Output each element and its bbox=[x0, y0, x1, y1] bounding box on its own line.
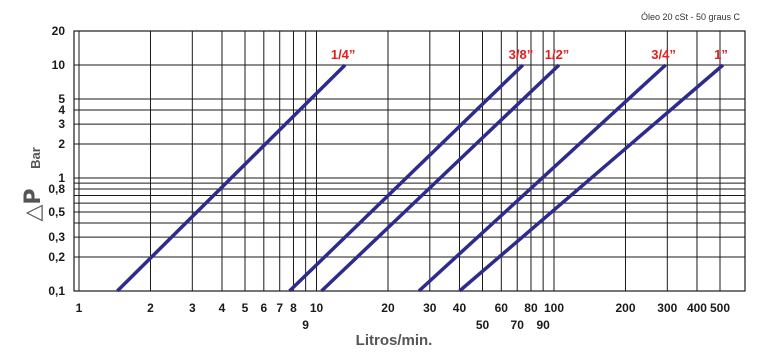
series-label-2: 1/2” bbox=[545, 47, 570, 62]
x-tick-label: 5 bbox=[242, 301, 249, 315]
series-label-1: 3/8” bbox=[509, 47, 534, 62]
series-label-3: 3/4” bbox=[651, 47, 676, 62]
y-tick-label: 0,1 bbox=[48, 284, 65, 298]
x-tick-label: 30 bbox=[423, 301, 437, 315]
x-tick-label: 2 bbox=[147, 301, 154, 315]
x-tick-label: 300 bbox=[657, 301, 677, 315]
y-tick-label: 0,8 bbox=[48, 182, 65, 196]
x-tick-label: 10 bbox=[310, 301, 324, 315]
series-line-2 bbox=[320, 63, 561, 293]
series-label-0: 1/4” bbox=[331, 47, 356, 62]
y-tick-label: 4 bbox=[58, 103, 65, 117]
x-tick-label: 40 bbox=[453, 301, 467, 315]
y-tick-label: 20 bbox=[52, 24, 66, 38]
delta-p-symbol: △P bbox=[21, 188, 46, 221]
series-lines bbox=[116, 63, 725, 293]
x-tick-label: 50 bbox=[476, 318, 490, 332]
y-tick-labels: 0,1 0,2 0,3 0,5 0,81 2 345 10 20 bbox=[48, 24, 65, 298]
plot-background bbox=[74, 31, 745, 291]
x-tick-label: 4 bbox=[219, 301, 226, 315]
x-tick-label: 90 bbox=[536, 318, 550, 332]
y-tick-label: 10 bbox=[52, 58, 66, 72]
y-tick-label: 1 bbox=[58, 171, 65, 185]
y-tick-label: 2 bbox=[58, 137, 65, 151]
x-tick-label: 6 bbox=[260, 301, 267, 315]
x-tick-label: 500 bbox=[710, 301, 730, 315]
series-line-0 bbox=[116, 63, 347, 293]
y-tick-label: 0,5 bbox=[48, 205, 65, 219]
series-line-1 bbox=[288, 63, 525, 293]
y-tick-label: 5 bbox=[58, 92, 65, 106]
x-tick-label: 7 bbox=[276, 301, 283, 315]
x-tick-label: 8 bbox=[290, 301, 297, 315]
fluid-note: Óleo 20 cSt - 50 graus C bbox=[641, 12, 741, 22]
x-tick-label: 400 bbox=[687, 301, 707, 315]
x-tick-label: 1 bbox=[76, 301, 83, 315]
x-tick-label: 60 bbox=[495, 301, 509, 315]
series-label-4: 1” bbox=[714, 47, 728, 62]
series-line-3 bbox=[417, 63, 667, 293]
x-tick-label: 9 bbox=[302, 318, 309, 332]
x-tick-label: 20 bbox=[381, 301, 395, 315]
series-labels: 1/4” 3/8” 1/2” 3/4” 1” bbox=[331, 47, 728, 62]
x-tick-label: 3 bbox=[189, 301, 196, 315]
x-axis-title: Litros/min. bbox=[356, 332, 433, 349]
x-tick-label: 80 bbox=[524, 301, 538, 315]
y-tick-label: 3 bbox=[58, 117, 65, 131]
series-line-4 bbox=[458, 63, 725, 293]
x-tick-label: 100 bbox=[544, 301, 564, 315]
y-tick-label: 0,3 bbox=[48, 230, 65, 244]
plot-frame bbox=[73, 30, 746, 292]
y-tick-label: 0,2 bbox=[48, 250, 65, 264]
x-tick-label: 70 bbox=[511, 318, 525, 332]
x-tick-label: 200 bbox=[615, 301, 635, 315]
y-axis-title: Bar bbox=[28, 147, 43, 169]
